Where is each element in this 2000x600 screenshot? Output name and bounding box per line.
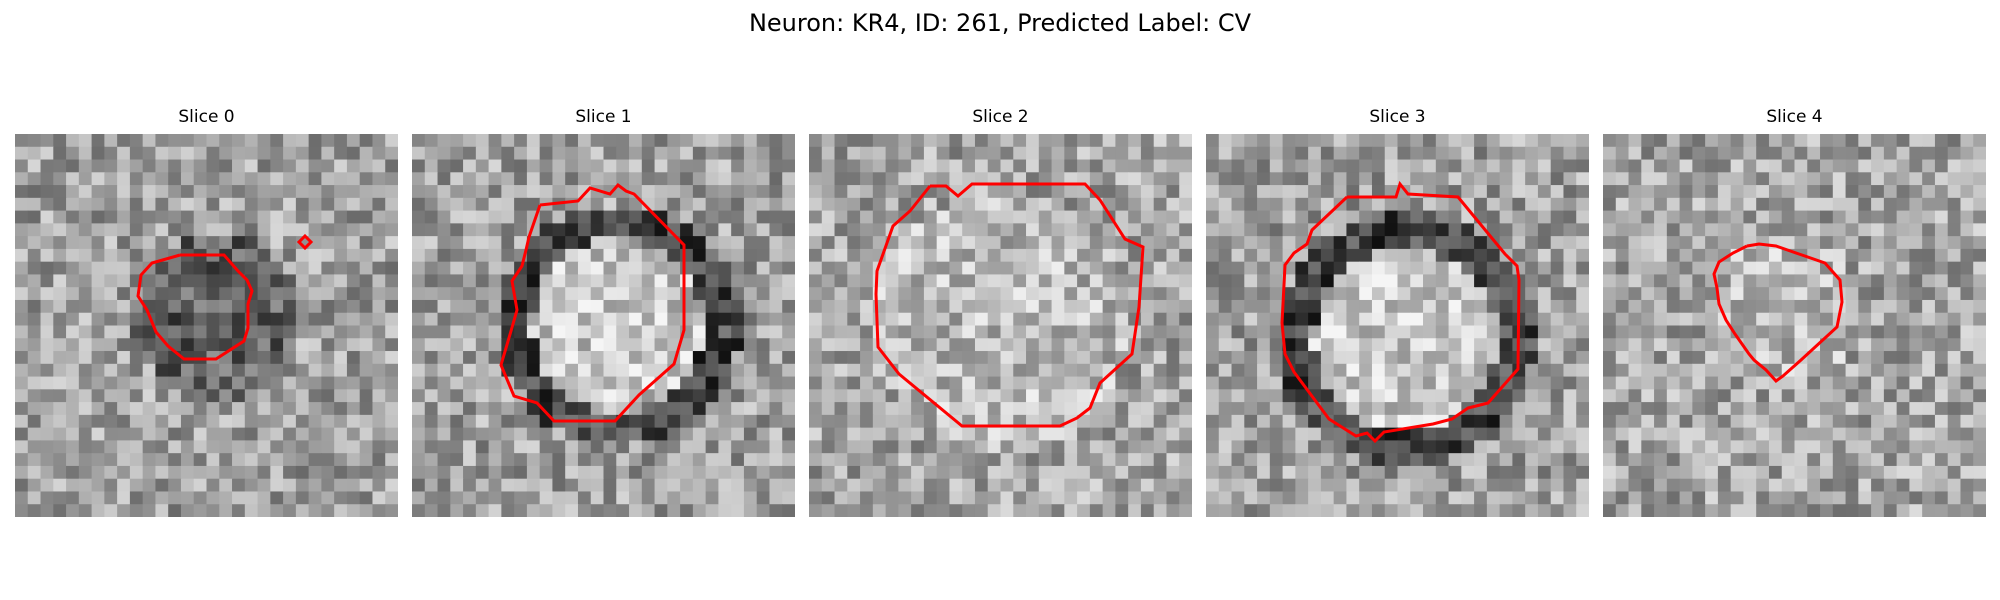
roi-contour-4 <box>1712 242 1844 383</box>
roi-contour-1 <box>499 182 686 423</box>
pixel-grid-0 <box>15 134 398 517</box>
slice-svg-0 <box>15 134 398 517</box>
roi-contour-0 <box>136 253 254 361</box>
slice-title-2: Slice 2 <box>972 107 1029 127</box>
slice-image-2 <box>809 134 1192 517</box>
slice-title-3: Slice 3 <box>1369 107 1426 127</box>
slice-title-0: Slice 0 <box>178 107 235 127</box>
slice-image-0 <box>15 134 398 517</box>
slice-svg-1 <box>412 134 795 517</box>
slice-image-4 <box>1603 134 1986 517</box>
slice-image-1 <box>412 134 795 517</box>
slice-svg-3 <box>1206 134 1589 517</box>
roi-contour-2 <box>874 182 1145 428</box>
slice-svg-4 <box>1603 134 1986 517</box>
pixel-grid-1 <box>412 134 795 517</box>
slice-title-1: Slice 1 <box>575 107 632 127</box>
pixel-grid-3 <box>1206 134 1589 517</box>
pixel-grid-2 <box>809 134 1192 517</box>
roi-contour-3 <box>1280 180 1521 444</box>
roi-small-diamond-0 <box>296 233 314 251</box>
slice-title-4: Slice 4 <box>1766 107 1823 127</box>
slice-svg-2 <box>809 134 1192 517</box>
pixel-grid-4 <box>1603 134 1986 517</box>
slice-image-3 <box>1206 134 1589 517</box>
figure-title: Neuron: KR4, ID: 261, Predicted Label: C… <box>748 9 1252 37</box>
